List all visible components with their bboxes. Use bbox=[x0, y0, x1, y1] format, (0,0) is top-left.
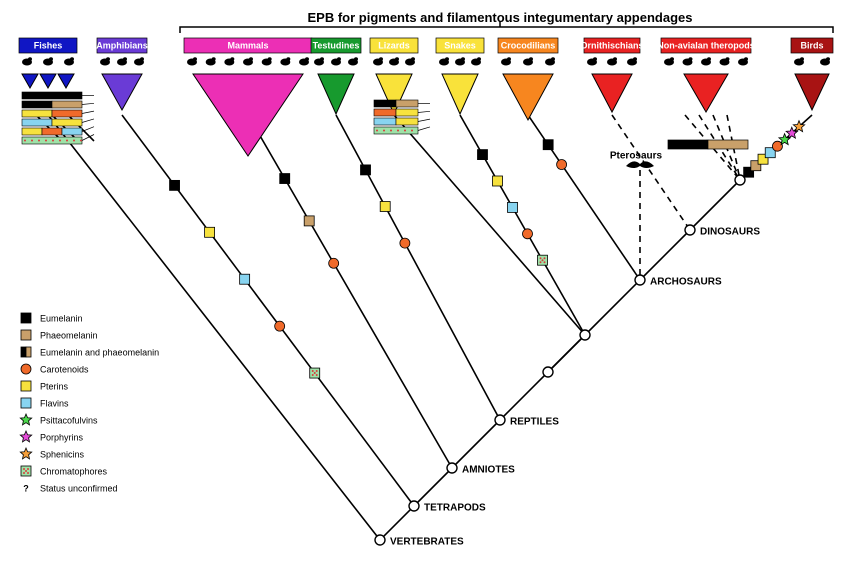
svg-text:Amphibians: Amphibians bbox=[96, 40, 148, 50]
svg-text:Eumelanin and phaeomelanin: Eumelanin and phaeomelanin bbox=[40, 347, 159, 357]
svg-text:Chromatophores: Chromatophores bbox=[40, 466, 108, 476]
svg-text:Status unconfirmed: Status unconfirmed bbox=[40, 483, 118, 493]
svg-text:Porphyrins: Porphyrins bbox=[40, 432, 84, 442]
svg-text:?: ? bbox=[23, 483, 29, 493]
phylogeny-diagram: EPB for pigments and filamentous integum… bbox=[0, 0, 850, 563]
svg-text:Birds: Birds bbox=[800, 40, 823, 50]
svg-text:ARCHOSAURS: ARCHOSAURS bbox=[650, 277, 722, 288]
svg-text:Pterosaurs: Pterosaurs bbox=[610, 151, 663, 162]
svg-text:VERTEBRATES: VERTEBRATES bbox=[390, 537, 464, 548]
svg-text:Pterins: Pterins bbox=[40, 381, 69, 391]
svg-text:Lizards: Lizards bbox=[378, 40, 410, 50]
svg-text:Sphenicins: Sphenicins bbox=[40, 449, 85, 459]
svg-text:Eumelanin: Eumelanin bbox=[40, 313, 83, 323]
svg-text:DINOSAURS: DINOSAURS bbox=[700, 227, 760, 238]
svg-text:Testudines: Testudines bbox=[313, 40, 360, 50]
svg-text:Non-avialan theropods: Non-avialan theropods bbox=[657, 40, 755, 50]
svg-text:Fishes: Fishes bbox=[34, 40, 63, 50]
svg-text:Snakes: Snakes bbox=[444, 40, 476, 50]
svg-text:REPTILES: REPTILES bbox=[510, 417, 559, 428]
svg-text:Flavins: Flavins bbox=[40, 398, 69, 408]
svg-text:Mammals: Mammals bbox=[227, 40, 268, 50]
svg-text:TETRAPODS: TETRAPODS bbox=[424, 503, 486, 514]
svg-text:Phaeomelanin: Phaeomelanin bbox=[40, 330, 98, 340]
svg-text:AMNIOTES: AMNIOTES bbox=[462, 465, 515, 476]
svg-text:Psittacofulvins: Psittacofulvins bbox=[40, 415, 98, 425]
svg-text:Crocodilians: Crocodilians bbox=[501, 40, 556, 50]
svg-text:Ornithischians: Ornithischians bbox=[580, 40, 643, 50]
svg-text:Carotenoids: Carotenoids bbox=[40, 364, 89, 374]
